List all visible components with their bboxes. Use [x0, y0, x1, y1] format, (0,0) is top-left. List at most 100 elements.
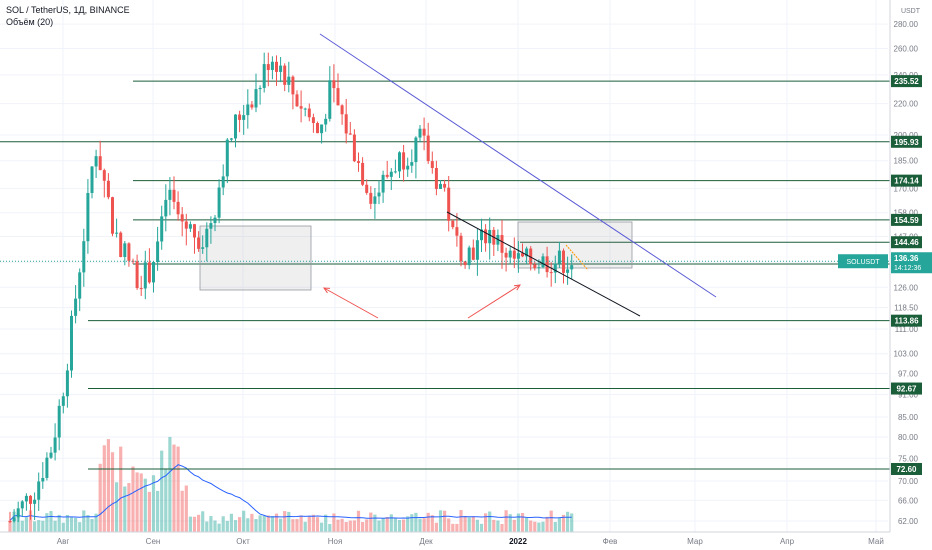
candle-body	[45, 457, 49, 478]
candle-body	[340, 105, 344, 115]
volume-bar	[545, 516, 549, 532]
volume-bar	[291, 519, 295, 532]
volume-bar	[529, 520, 533, 532]
volume-bar	[45, 513, 49, 532]
candle-body	[90, 166, 94, 194]
volume-bar	[57, 514, 61, 532]
candle-body	[381, 174, 385, 193]
level-price-text: 144.46	[894, 238, 919, 247]
arrow-head	[322, 287, 331, 294]
volume-bar	[119, 446, 123, 532]
arrows[interactable]	[322, 284, 521, 319]
trendlines[interactable]	[319, 33, 717, 317]
volume-bar	[180, 490, 184, 532]
volume-bar	[344, 521, 348, 532]
level-price-tag	[891, 75, 922, 88]
range-boxes[interactable]	[199, 221, 633, 291]
candle-body	[385, 174, 389, 177]
y-tick-label: 170.00	[894, 185, 919, 194]
volume-bar	[209, 516, 213, 532]
volume-bar	[164, 468, 168, 532]
y-tick-label: 118.50	[894, 304, 918, 313]
x-tick-label: Окт	[236, 537, 250, 546]
candle-body	[377, 192, 381, 197]
candle-body	[295, 94, 299, 107]
level-price-tag	[891, 135, 922, 148]
volume-bar	[492, 519, 496, 532]
candle-body	[406, 165, 410, 170]
volume-bar	[8, 520, 12, 532]
volume-bar	[447, 518, 451, 532]
x-tick-label: Май	[868, 537, 884, 546]
volume-bar	[410, 514, 414, 532]
candle-body	[209, 223, 213, 229]
y-axis-unit: USDT	[901, 8, 921, 15]
volume-bar	[274, 513, 279, 532]
grid	[0, 0, 888, 532]
volume-bar	[299, 515, 303, 532]
volume-bar	[369, 512, 373, 532]
volume-bar	[393, 517, 397, 532]
candle-body	[549, 272, 553, 274]
y-tick-label: 70.00	[898, 477, 919, 486]
volume-bar	[160, 450, 164, 532]
candle-body	[422, 128, 426, 136]
candle-body	[307, 108, 311, 118]
candle-body	[553, 263, 557, 273]
y-tick-label: 280.00	[894, 20, 919, 29]
x-tick-label: Фев	[603, 537, 618, 546]
volume-bar	[488, 511, 492, 532]
volume-bar	[242, 510, 246, 532]
candle-body	[61, 396, 65, 406]
volume-indicator-label[interactable]: Объём (20)	[6, 17, 54, 27]
level-price-text: 195.93	[894, 138, 919, 147]
candle-body	[70, 315, 73, 371]
volume-bar	[78, 522, 82, 532]
volume-bar	[90, 518, 94, 532]
candle-body	[299, 106, 303, 109]
level-price-text: 72.60	[896, 465, 917, 474]
volume-bar	[61, 522, 65, 532]
volume-bar	[397, 520, 402, 532]
candle-body	[311, 117, 315, 124]
current-price-value: 136.36	[894, 254, 919, 263]
candle-body	[533, 264, 537, 269]
candle-body	[234, 114, 237, 139]
volume-bar	[516, 513, 520, 532]
candle-body	[369, 192, 373, 204]
volume-bar	[537, 522, 541, 532]
candle-body	[451, 220, 455, 228]
candle-body	[221, 176, 225, 188]
volume-bar	[512, 519, 516, 532]
candle-body	[467, 247, 471, 266]
candle-body	[275, 61, 278, 72]
candle-body	[266, 64, 270, 70]
volume-bar	[225, 520, 229, 532]
candle-body	[229, 138, 233, 140]
volume-bar	[172, 444, 176, 532]
volume-bar	[315, 517, 320, 532]
candle-body	[287, 76, 291, 85]
volume-bar	[217, 523, 221, 532]
candle-body	[78, 272, 82, 299]
y-tick-label: 66.00	[898, 496, 919, 505]
candle-body	[172, 189, 176, 202]
horizontal-levels[interactable]	[0, 80, 890, 470]
candle-body	[361, 162, 365, 185]
candle-body	[484, 229, 488, 244]
candle-body	[242, 115, 246, 120]
volume-bar	[147, 491, 151, 532]
x-axis[interactable]: Авг Сен Окт Ноя Дек 2022 Фев Мар Апр Май	[0, 531, 890, 546]
arrow-line	[323, 287, 379, 319]
volume-bar	[443, 510, 447, 532]
y-tick-label: 260.00	[894, 45, 919, 54]
volume-bar	[389, 514, 393, 532]
volume-bar	[570, 513, 574, 532]
symbol-title[interactable]: SOL / TetherUS, 1Д, BINANCE	[6, 5, 130, 15]
candle-body	[135, 261, 139, 289]
current-price-tag	[891, 252, 932, 274]
volume-bar	[229, 513, 233, 532]
x-tick-label: Авг	[57, 537, 70, 546]
volume-bar	[463, 516, 467, 532]
